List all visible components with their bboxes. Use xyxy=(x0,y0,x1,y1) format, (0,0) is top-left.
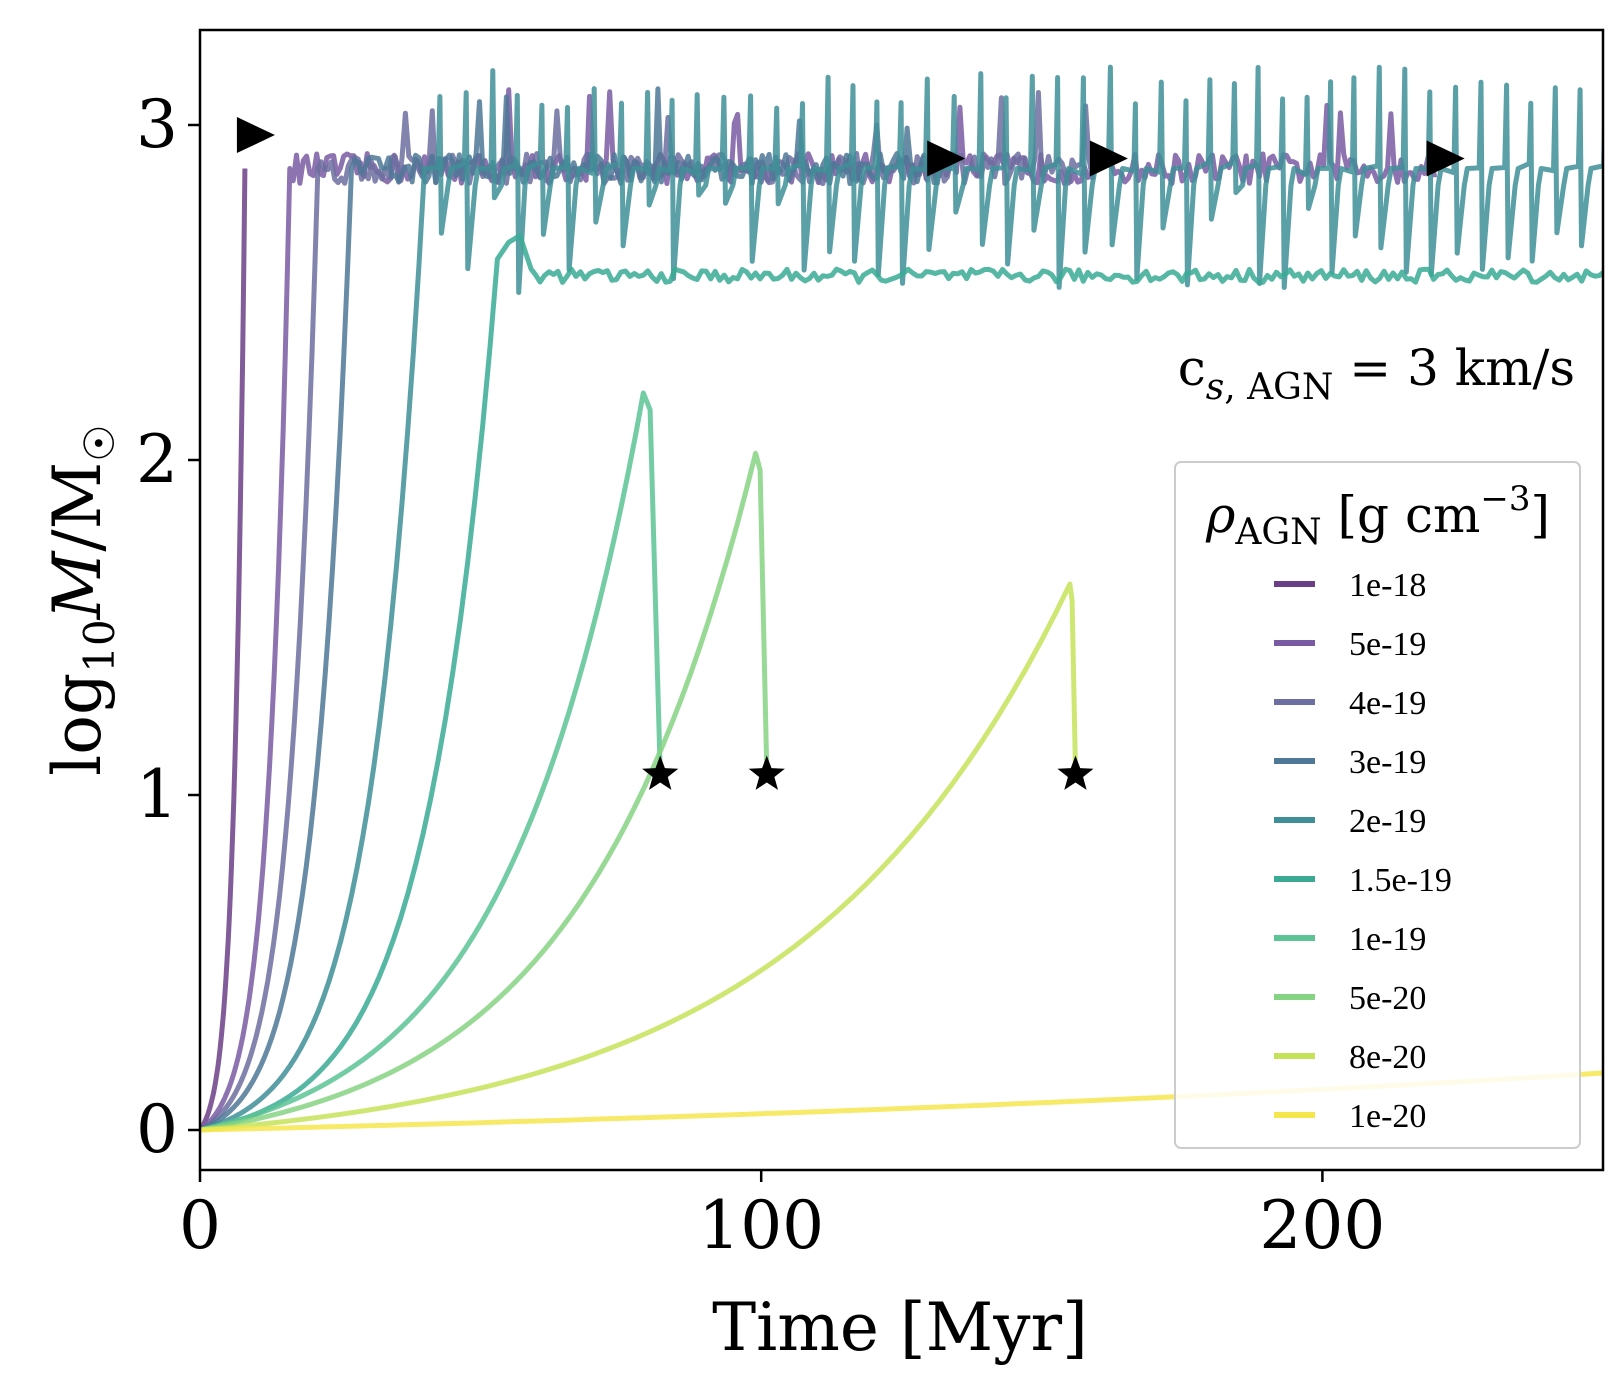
end-marker-triangle xyxy=(1089,140,1128,177)
legend-label: 8e-20 xyxy=(1349,1039,1426,1076)
legend-label: 1e-18 xyxy=(1349,567,1426,604)
legend-title: ρAGN [g cm−3] xyxy=(1205,479,1550,553)
legend-item: 1.5e-19 xyxy=(1274,862,1452,899)
legend-entries: 1e-18 5e-19 4e-19 3e-19 2e-19 1.5e-19 1e-19 5e-… xyxy=(1274,567,1452,1135)
series-line xyxy=(200,64,1603,1133)
series-line xyxy=(200,581,1078,1133)
legend-box xyxy=(1174,461,1581,1149)
x-axis-label: Time [Myr] xyxy=(712,1289,1088,1366)
legend-label: 4e-19 xyxy=(1349,685,1426,722)
y-axis-label: log10M/M☉ xyxy=(39,424,124,776)
legend-label: 5e-20 xyxy=(1349,980,1426,1017)
y-tick-label: 1 xyxy=(136,756,178,833)
legend-item: 2e-19 xyxy=(1274,803,1426,840)
legend-item: 3e-19 xyxy=(1274,744,1426,781)
legend-item: 8e-20 xyxy=(1274,1039,1426,1076)
y-tick-label: 2 xyxy=(136,421,178,498)
legend-item: 4e-19 xyxy=(1274,685,1426,722)
end-marker-triangle xyxy=(927,140,966,177)
speed-annotation: cs, AGN = 3 km/s xyxy=(1178,339,1575,408)
x-tick-label: 100 xyxy=(698,1187,824,1264)
y-tick-label: 3 xyxy=(136,86,178,163)
series-line xyxy=(200,90,1101,1133)
end-marker-star xyxy=(748,755,785,790)
legend-item: 1e-19 xyxy=(1274,921,1426,958)
y-tick-label: 0 xyxy=(136,1091,178,1168)
marker-layer xyxy=(236,117,1465,790)
end-marker-star xyxy=(642,755,679,790)
legend-label: 1e-19 xyxy=(1349,921,1426,958)
series-line xyxy=(200,233,1603,1133)
x-tick-label: 200 xyxy=(1259,1187,1385,1264)
legend: ρAGN [g cm−3] 1e-185e-194e-193e-192e-191… xyxy=(1174,461,1581,1149)
series-line xyxy=(200,168,248,1132)
series-line xyxy=(200,390,663,1133)
legend-item: 1e-20 xyxy=(1274,1098,1426,1135)
legend-label: 5e-19 xyxy=(1349,626,1426,663)
series-line xyxy=(200,450,770,1133)
end-marker-triangle xyxy=(1426,140,1465,177)
x-tick-label: 0 xyxy=(179,1187,221,1264)
legend-label: 3e-19 xyxy=(1349,744,1426,781)
y-axis: 0 1 2 3 xyxy=(136,86,200,1168)
legend-label: 2e-19 xyxy=(1349,803,1426,840)
end-marker-triangle xyxy=(236,117,275,154)
legend-label: 1e-20 xyxy=(1349,1098,1426,1135)
legend-item: 1e-18 xyxy=(1274,567,1426,604)
legend-item: 5e-20 xyxy=(1274,980,1426,1017)
legend-label: 1.5e-19 xyxy=(1349,862,1452,899)
plot-frame xyxy=(198,28,1605,1172)
legend-item: 5e-19 xyxy=(1274,626,1426,663)
x-axis: 0 100 200 xyxy=(179,1170,1385,1264)
end-marker-star xyxy=(1057,755,1094,790)
